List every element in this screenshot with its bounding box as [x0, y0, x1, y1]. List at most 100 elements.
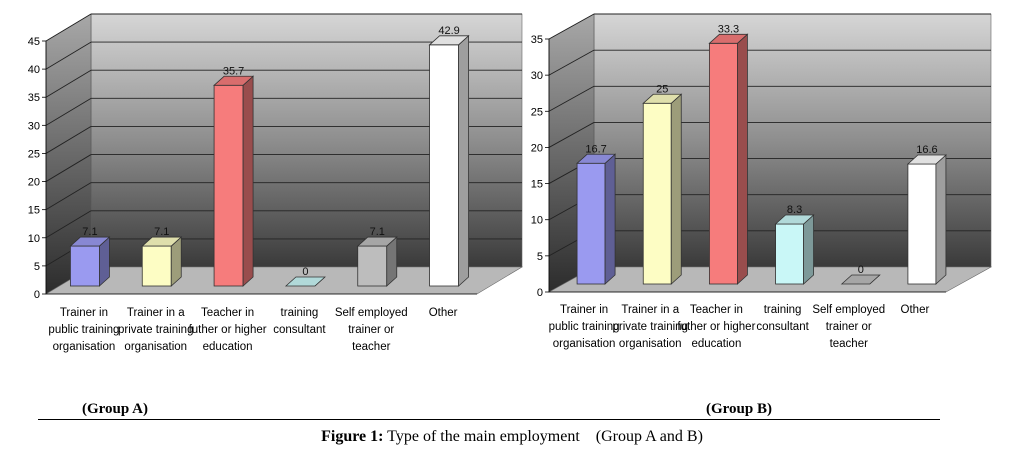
data-label: 7.1	[82, 226, 97, 238]
bar-top	[774, 214, 815, 225]
data-label: 25	[656, 83, 668, 95]
gridline-side	[45, 13, 92, 42]
caption-text: Type of the main employment (Group A and…	[383, 428, 703, 445]
data-label: 7.1	[154, 226, 169, 238]
data-label: 0	[302, 266, 308, 278]
gridline-side	[45, 182, 92, 211]
y-tick-label: 0	[537, 287, 543, 299]
bar-2	[213, 75, 255, 287]
category-label: private training	[118, 324, 193, 336]
bar-top	[141, 236, 183, 247]
category-label: education	[203, 341, 253, 353]
bar-0	[576, 153, 617, 285]
y-tick-label: 5	[34, 261, 40, 273]
bar-top	[840, 274, 881, 285]
bar-5	[906, 154, 947, 285]
y-tick-label: 15	[531, 179, 543, 191]
chart-group-b: 0 5 10 15 20 25 30 35 16.7 Trainer in public train…	[531, 13, 993, 350]
y-tick-label: 30	[531, 70, 543, 82]
gridline-side	[548, 85, 595, 112]
data-label: 33.3	[718, 23, 739, 35]
bar-front	[70, 245, 100, 287]
bar-front	[907, 163, 937, 285]
y-tick-label: 0	[34, 289, 40, 301]
y-tick-label: 45	[28, 36, 40, 48]
y-tick-label: 10	[28, 233, 40, 245]
bar-top	[642, 93, 683, 104]
category-label: Other	[429, 307, 458, 319]
category-label: consultant	[756, 321, 809, 333]
y-tick-label: 40	[28, 64, 40, 76]
bar-side	[242, 75, 254, 287]
category-label: organisation	[553, 338, 616, 350]
gridline-side	[45, 154, 92, 182]
data-label: 8.3	[787, 204, 802, 216]
category-label: organisation	[619, 338, 682, 350]
category-label: Self employed	[335, 307, 408, 319]
gridline-side	[548, 49, 595, 76]
category-label: Trainer in	[60, 307, 108, 319]
y-tick-label: 35	[28, 92, 40, 104]
y-tick-label: 25	[531, 106, 543, 118]
data-label: 16.7	[585, 143, 606, 155]
bar-3	[774, 214, 815, 285]
category-label: trainer or	[348, 324, 394, 336]
bar-top	[576, 153, 617, 164]
category-label: organisation	[53, 341, 116, 353]
bar-front	[141, 245, 172, 287]
y-tick-label: 20	[28, 177, 40, 189]
category-label: Trainer in	[560, 304, 608, 316]
bar-top	[708, 33, 749, 44]
category-label: public training	[549, 321, 620, 333]
bar-front	[576, 162, 606, 285]
y-tick-label: 5	[537, 251, 543, 263]
data-label: 35.7	[223, 65, 244, 77]
bar-side	[935, 154, 947, 285]
y-tick-label: 35	[531, 34, 543, 46]
category-label: futher or higher	[189, 324, 267, 336]
category-label: consultant	[273, 324, 326, 336]
gridline-side	[45, 210, 92, 239]
y-tick-label: 20	[531, 142, 543, 154]
gridline-side	[45, 126, 92, 154]
gridline-side	[548, 122, 595, 148]
category-label: Teacher in	[690, 304, 743, 316]
bar-1	[141, 236, 183, 287]
bar-front	[213, 84, 244, 287]
bar-side	[604, 153, 616, 285]
category-label: private training	[613, 321, 688, 333]
bar-1	[642, 93, 683, 285]
gridline-side	[45, 97, 92, 126]
bar-front	[357, 245, 388, 287]
category-label: Teacher in	[201, 307, 254, 319]
group-b-label: (Group B)	[706, 401, 772, 417]
bar-0	[69, 236, 111, 287]
data-label: 42.9	[438, 25, 459, 37]
gridline-side	[45, 41, 92, 70]
bar-side	[803, 214, 814, 285]
data-label: 0	[858, 264, 864, 276]
y-tick-label: 25	[28, 148, 40, 160]
bar-side	[737, 33, 748, 285]
bar-top	[213, 75, 255, 86]
bar-side	[458, 34, 469, 287]
category-label: futher or higher	[677, 321, 755, 333]
category-label: organisation	[124, 341, 187, 353]
bar-side	[670, 93, 682, 285]
bar-top	[356, 236, 398, 247]
gridline-side	[548, 13, 595, 40]
chart-group-a: 0 5 10 15 20 25 30 35 40 45 7.1 Trainer in public tr…	[28, 13, 524, 353]
category-label: Self employed	[812, 304, 885, 316]
category-label: teacher	[352, 341, 391, 353]
gridline-side	[45, 69, 92, 98]
caption-figure-number: Figure 1:	[321, 428, 384, 445]
group-a-label: (Group A)	[82, 401, 148, 417]
bar-front	[429, 44, 459, 287]
y-tick-label: 30	[28, 120, 40, 132]
y-tick-label: 10	[531, 215, 543, 227]
y-tick-label: 15	[28, 205, 40, 217]
category-label: training	[281, 307, 319, 319]
category-label: education	[691, 338, 741, 350]
bar-5	[428, 34, 470, 287]
bar-top	[428, 35, 470, 46]
